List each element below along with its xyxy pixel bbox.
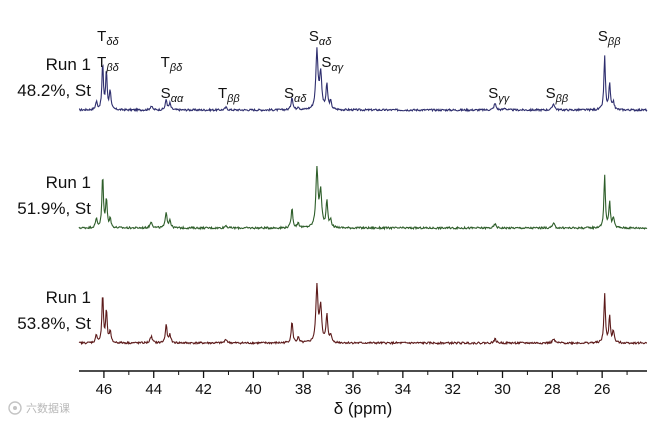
x-tick-label-38: 38 [295,381,312,398]
peak-label-7: Sαδ [309,28,332,48]
x-tick-label-30: 30 [494,381,511,398]
x-tick-label-42: 42 [195,381,212,398]
peak-label-10: Sββ [546,85,569,105]
spectrum-line-1 [78,47,648,113]
x-tick-label-32: 32 [444,381,461,398]
peak-label-2: Tβδ [97,54,119,74]
x-tick-label-28: 28 [544,381,561,398]
peak-label-6: Sαδ [284,85,307,105]
x-tick-label-34: 34 [395,381,412,398]
spectrum-line-3 [78,283,648,346]
x-tick-label-44: 44 [145,381,162,398]
run-label-2-line-2: 51.9%, St [17,199,91,218]
peak-label-3: Tβδ [161,54,183,74]
x-tick-label-36: 36 [345,381,362,398]
run-label-2-line-1: Run 1 [46,173,91,192]
run-labels: Run 1 48.2%, St Run 1 51.9%, St Run 1 53.8%, … [17,55,91,333]
x-tick-label-40: 40 [245,381,262,398]
x-tick-label-26: 26 [594,381,611,398]
run-label-3-line-1: Run 1 [46,288,91,307]
peak-label-1: Tδδ [97,28,119,48]
peak-label-11: Sββ [598,28,621,48]
x-axis-ticks: 46 44 42 40 38 36 34 32 30 28 26 [96,371,628,398]
spectrum-traces [78,47,648,346]
spectrum-line-2 [78,165,648,231]
run-label-3-line-2: 53.8%, St [17,314,91,333]
peak-annotations: Tδδ Tβδ Tβδ Sαα Tββ Sαδ Sαδ Sαγ Sγγ Sββ Sββ [97,28,621,105]
peak-label-8: Sαγ [321,54,344,74]
run-label-1-line-1: Run 1 [46,55,91,74]
peak-label-9: Sγγ [488,85,511,105]
run-label-1-line-2: 48.2%, St [17,81,91,100]
x-axis-title: δ (ppm) [334,399,393,418]
peak-label-4: Sαα [161,85,184,105]
watermark-text: 六数据课 [26,401,70,415]
x-tick-label-46: 46 [96,381,113,398]
watermark-logo-icon [8,401,22,415]
x-axis: 46 44 42 40 38 36 34 32 30 28 26 δ (ppm) [79,370,647,418]
peak-label-5: Tββ [218,85,240,105]
